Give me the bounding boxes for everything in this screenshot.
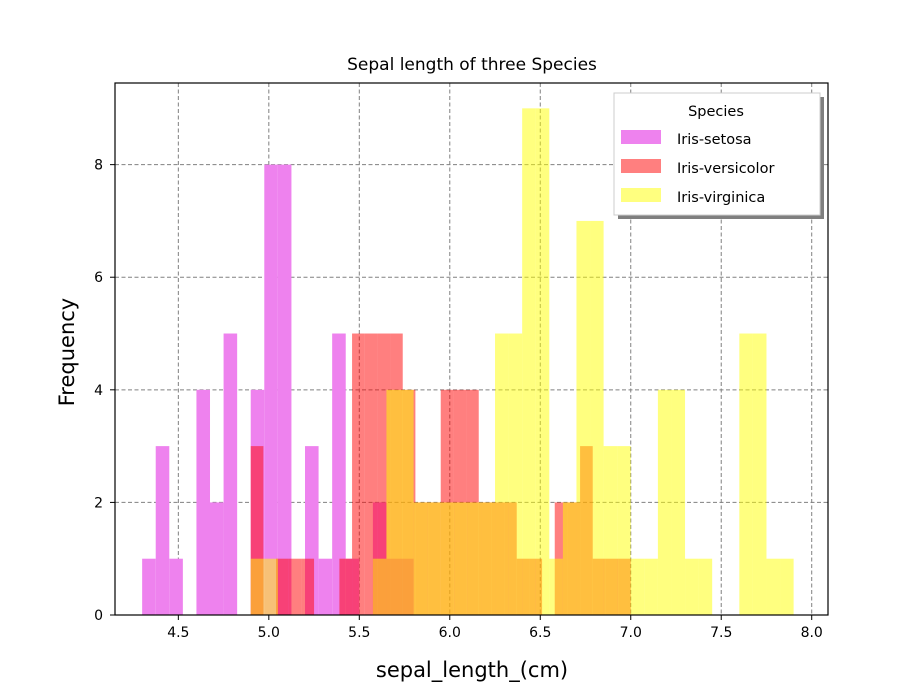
histogram-bar-iris-versicolor: [288, 558, 302, 615]
histogram-bar-iris-versicolor: [364, 333, 378, 615]
x-axis-title: sepal_length_(cm): [376, 658, 568, 683]
y-tick-label: 6: [94, 270, 103, 286]
histogram-bar-iris-setosa: [264, 164, 278, 615]
x-tick-label: 5.0: [258, 625, 280, 641]
histogram-bar-iris-virginica: [630, 558, 645, 615]
y-tick-label: 4: [94, 383, 103, 399]
histogram-bar-iris-virginica: [264, 558, 278, 615]
histogram-bar-iris-virginica: [535, 108, 550, 615]
axis-ticks: 4.5 5.0 5.5 6.0 6.5 7.0 7.5 8.0 0 2 4 6 8: [94, 158, 823, 641]
histogram-bar-iris-virginica: [467, 502, 482, 615]
histogram-bar-iris-versicolor: [276, 558, 289, 615]
histogram-bar-iris-virginica: [508, 333, 523, 615]
plot-frame: [114, 82, 829, 616]
series-iris-virginica: [250, 108, 794, 616]
x-tick-label: 8.0: [801, 625, 823, 641]
histogram-bar-iris-virginica: [481, 502, 496, 615]
y-tick-label: 8: [94, 158, 103, 174]
histogram-bar-iris-virginica: [780, 558, 794, 615]
legend-title: Species: [688, 104, 744, 120]
histogram-bar-iris-virginica: [440, 502, 455, 615]
histogram-bar-iris-virginica: [698, 558, 713, 615]
x-tick-label: 6.0: [439, 625, 461, 641]
y-axis-title: Frequency: [55, 298, 79, 407]
x-tick-label: 4.5: [167, 625, 189, 641]
y-tick-label: 2: [94, 495, 103, 511]
y-tick-label: 0: [94, 608, 103, 624]
histogram-bar-iris-virginica: [739, 333, 753, 615]
histogram-bar-iris-setosa: [210, 502, 224, 615]
histogram-bar-iris-setosa: [169, 558, 183, 615]
legend-swatch-setosa: [621, 130, 661, 144]
legend-label-virginica: Iris-virginica: [677, 190, 765, 206]
histogram-bar-iris-virginica: [454, 502, 468, 615]
legend: Species Iris-setosa Iris-versicolor Iris…: [613, 92, 824, 219]
histogram-bar-iris-virginica: [617, 446, 631, 615]
histogram-bar-iris-setosa: [196, 389, 211, 615]
histogram-bar-iris-virginica: [427, 502, 441, 615]
histogram-bar-iris-virginica: [657, 389, 672, 615]
histogram-bar-iris-virginica: [413, 502, 428, 615]
legend-swatch-virginica: [621, 188, 661, 202]
x-tick-label: 7.5: [710, 625, 732, 641]
histogram-bar-iris-setosa: [155, 446, 170, 615]
histogram-bar-iris-virginica: [250, 558, 265, 615]
histogram-bar-iris-virginica: [576, 220, 591, 616]
histogram-bar-iris-virginica: [685, 558, 699, 615]
chart-title: Sepal length of three Species: [347, 55, 597, 75]
histogram-bar-iris-virginica: [752, 333, 767, 615]
histogram-bar-iris-virginica: [549, 558, 563, 615]
histogram-bar-iris-virginica: [386, 389, 401, 615]
histogram-bar-iris-setosa: [318, 558, 333, 615]
histogram-bar-iris-versicolor: [301, 558, 315, 615]
histogram-bar-iris-virginica: [590, 220, 604, 616]
histogram-bar-iris-setosa: [332, 333, 346, 615]
histogram-bar-iris-virginica: [372, 558, 387, 615]
histogram-bar-iris-virginica: [400, 389, 414, 615]
histogram-bar-iris-virginica: [671, 389, 686, 615]
histogram-bar-iris-versicolor: [352, 333, 365, 615]
histogram-bar-iris-virginica: [603, 446, 618, 615]
histogram-bar-iris-setosa: [142, 558, 156, 615]
legend-label-versicolor: Iris-versicolor: [677, 161, 774, 177]
legend-swatch-versicolor: [621, 159, 661, 173]
x-tick-label: 5.5: [348, 625, 370, 641]
legend-label-setosa: Iris-setosa: [677, 132, 752, 148]
x-tick-label: 7.0: [620, 625, 642, 641]
histogram-bar-iris-virginica: [644, 558, 658, 615]
histogram-bar-iris-virginica: [562, 502, 577, 615]
histogram-bar-iris-setosa: [277, 164, 292, 615]
histogram-bar-iris-setosa: [223, 333, 238, 615]
histogram-bar-iris-virginica: [495, 333, 509, 615]
histogram-bars: [142, 108, 794, 616]
x-tick-label: 6.5: [529, 625, 551, 641]
histogram-bar-iris-versicolor: [339, 558, 353, 615]
histogram-bar-iris-virginica: [766, 558, 781, 615]
histogram-bar-iris-virginica: [522, 108, 536, 615]
